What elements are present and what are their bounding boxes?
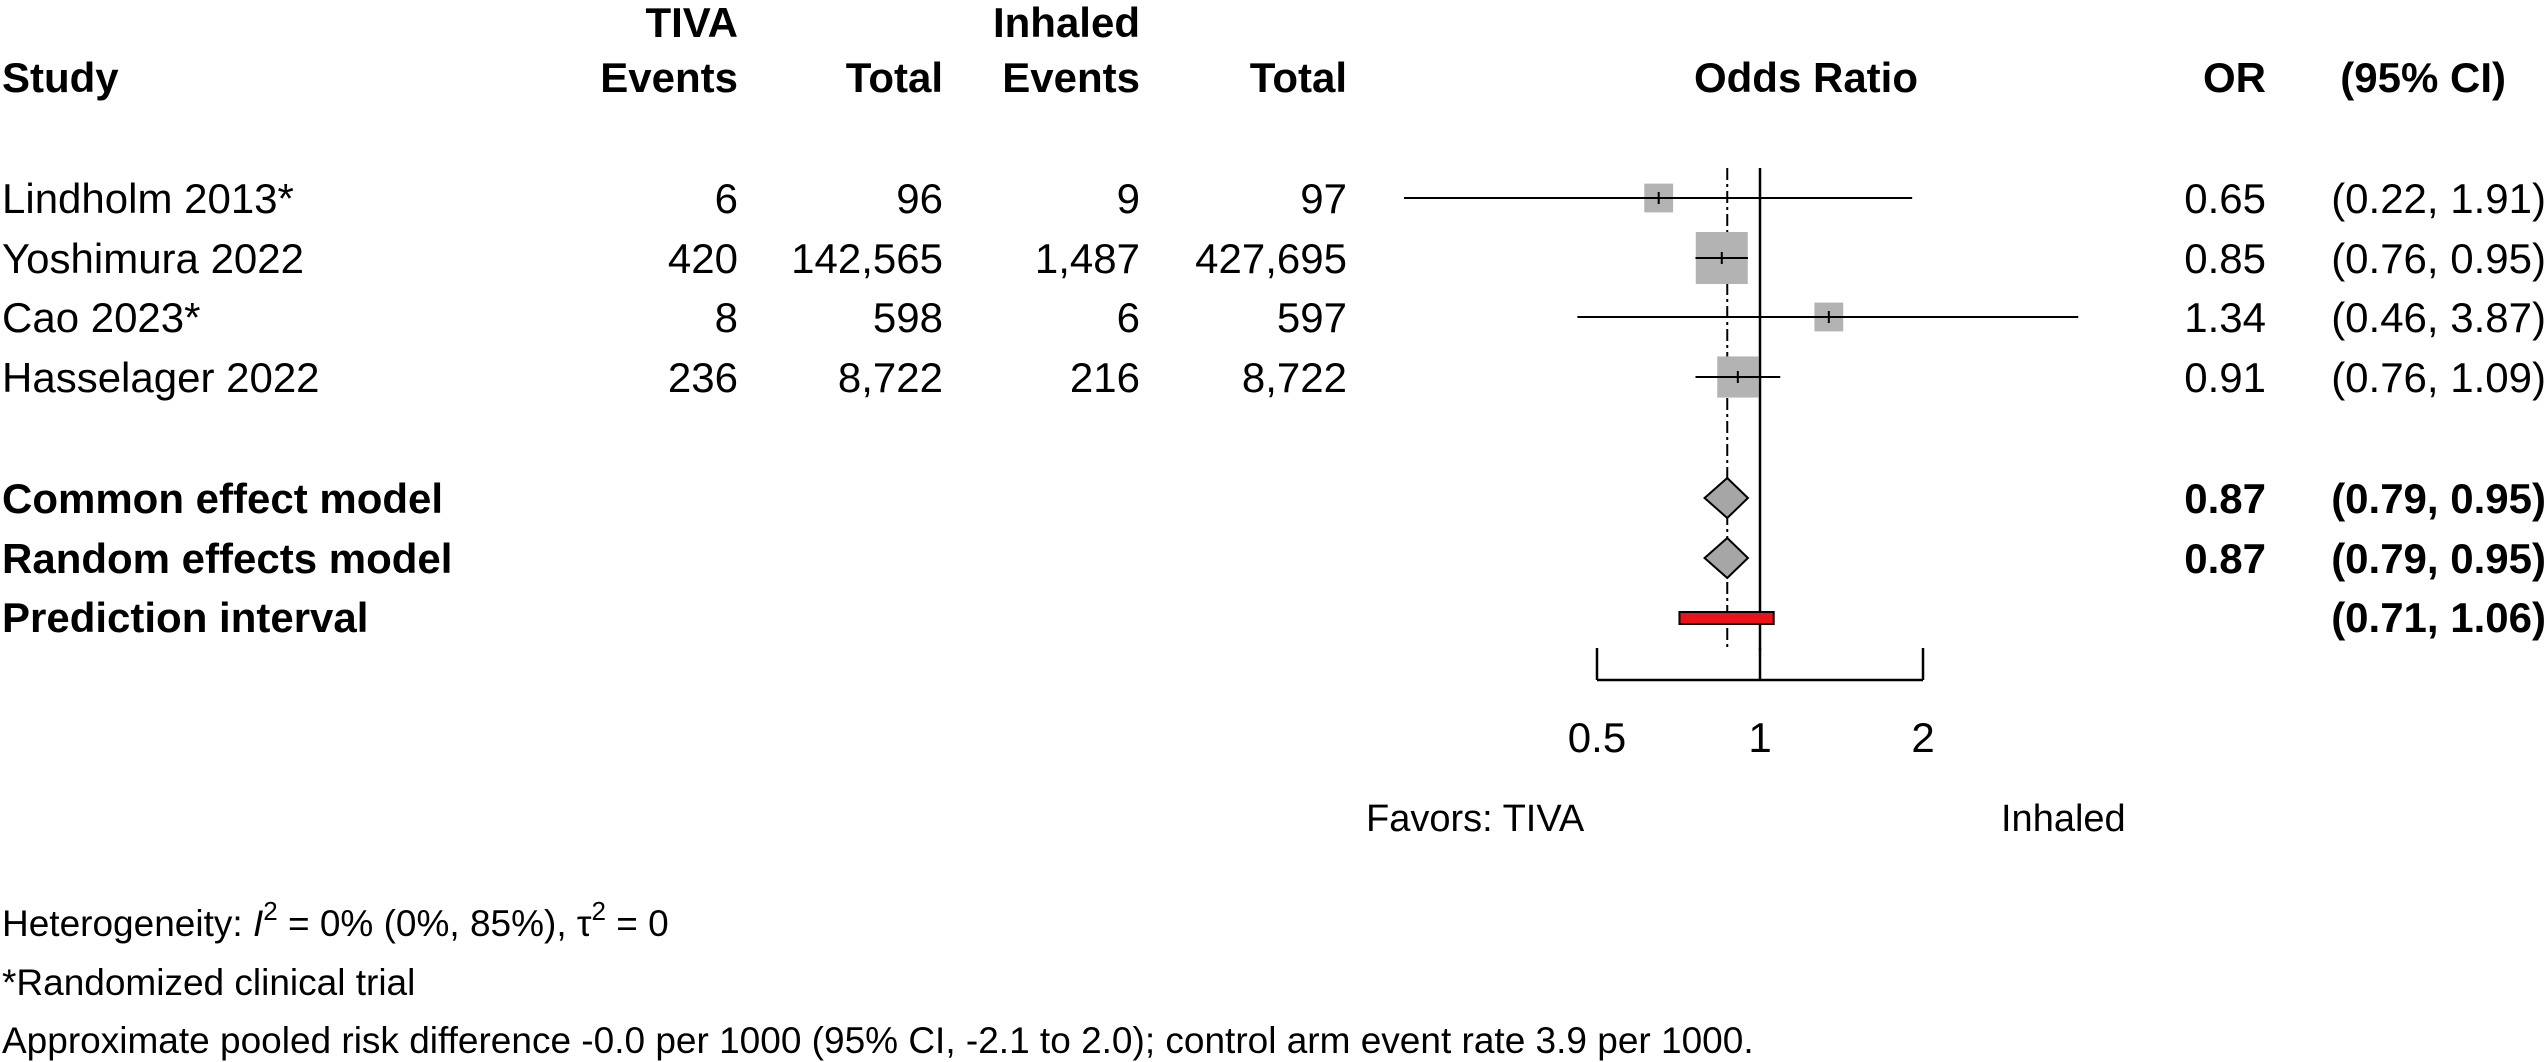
tiva-total: 598 [872, 294, 943, 341]
header-inhaled-total: Total [1249, 54, 1347, 101]
inhaled-total: 8,722 [1241, 354, 1347, 401]
risk-difference-note: Approximate pooled risk difference -0.0 … [2, 1020, 1754, 1061]
study-or: 1.34 [2184, 294, 2266, 341]
study-name: Cao 2023* [2, 294, 201, 341]
header-tiva-events: Events [600, 54, 738, 101]
i2-exponent: 2 [263, 896, 278, 926]
i2-symbol: I [252, 903, 264, 944]
summary-ci: (0.79, 0.95) [2331, 475, 2546, 522]
header-tiva-total: Total [845, 54, 943, 101]
inhaled-events: 216 [1069, 354, 1140, 401]
study-ci: (0.76, 1.09) [2331, 354, 2546, 401]
summary-diamond [1703, 476, 1750, 520]
tiva-events: 6 [714, 175, 738, 222]
header-ci: (95% CI) [2340, 54, 2506, 101]
study-ci: (0.22, 1.91) [2331, 175, 2546, 222]
summary-label: Random effects model [2, 535, 453, 582]
header-study: Study [2, 54, 119, 101]
header-inhaled-group: Inhaled [992, 0, 1140, 46]
study-or: 0.65 [2184, 175, 2266, 222]
study-or: 0.91 [2184, 354, 2266, 401]
heterogeneity-note: Heterogeneity: I2 = 0% (0%, 85%), τ2 = 0 [2, 898, 669, 945]
tiva-total: 8,722 [837, 354, 943, 401]
inhaled-total: 97 [1300, 175, 1347, 222]
study-name: Hasselager 2022 [2, 354, 320, 401]
inhaled-events: 9 [1116, 175, 1140, 222]
rct-note: *Randomized clinical trial [2, 962, 416, 1003]
favors-inhaled-label: Inhaled [2001, 798, 2126, 840]
x-axis-tick-label: 0.5 [1568, 714, 1626, 761]
tau-exponent: 2 [591, 896, 606, 926]
study-or: 0.85 [2184, 235, 2266, 282]
study-ci: (0.46, 3.87) [2331, 294, 2546, 341]
summary-or: 0.87 [2184, 535, 2266, 582]
study-name: Lindholm 2013* [2, 175, 294, 222]
tiva-total: 96 [896, 175, 943, 222]
x-axis-tick-label: 1 [1748, 714, 1771, 761]
study-ci: (0.76, 0.95) [2331, 235, 2546, 282]
study-name: Yoshimura 2022 [2, 235, 304, 282]
favors-tiva-label: Favors: TIVA [1366, 798, 1585, 840]
tiva-events: 236 [667, 354, 738, 401]
header-inhaled-events: Events [1002, 54, 1140, 101]
tau-value: = 0 [606, 903, 669, 944]
summary-label: Prediction interval [2, 594, 369, 641]
tiva-total: 142,565 [791, 235, 943, 282]
heterogeneity-prefix: Heterogeneity: [2, 903, 253, 944]
tiva-events: 420 [667, 235, 738, 282]
tiva-events: 8 [714, 294, 738, 341]
inhaled-events: 6 [1116, 294, 1140, 341]
inhaled-total: 597 [1276, 294, 1347, 341]
prediction-interval-bar [1678, 611, 1775, 625]
summary-ci: (0.71, 1.06) [2331, 594, 2546, 641]
i2-value: = 0% (0%, 85%), [277, 903, 577, 944]
summary-label: Common effect model [2, 475, 444, 522]
summary-diamond [1703, 536, 1750, 580]
header-odds-ratio: Odds Ratio [1693, 54, 1918, 101]
tau-symbol: τ [576, 903, 592, 944]
header-or: OR [2203, 54, 2266, 101]
header-tiva-group: TIVA [645, 0, 738, 46]
inhaled-events: 1,487 [1034, 235, 1140, 282]
summary-ci: (0.79, 0.95) [2331, 535, 2546, 582]
x-axis-tick-label: 2 [1911, 714, 1934, 761]
inhaled-total: 427,695 [1195, 235, 1347, 282]
summary-or: 0.87 [2184, 475, 2266, 522]
